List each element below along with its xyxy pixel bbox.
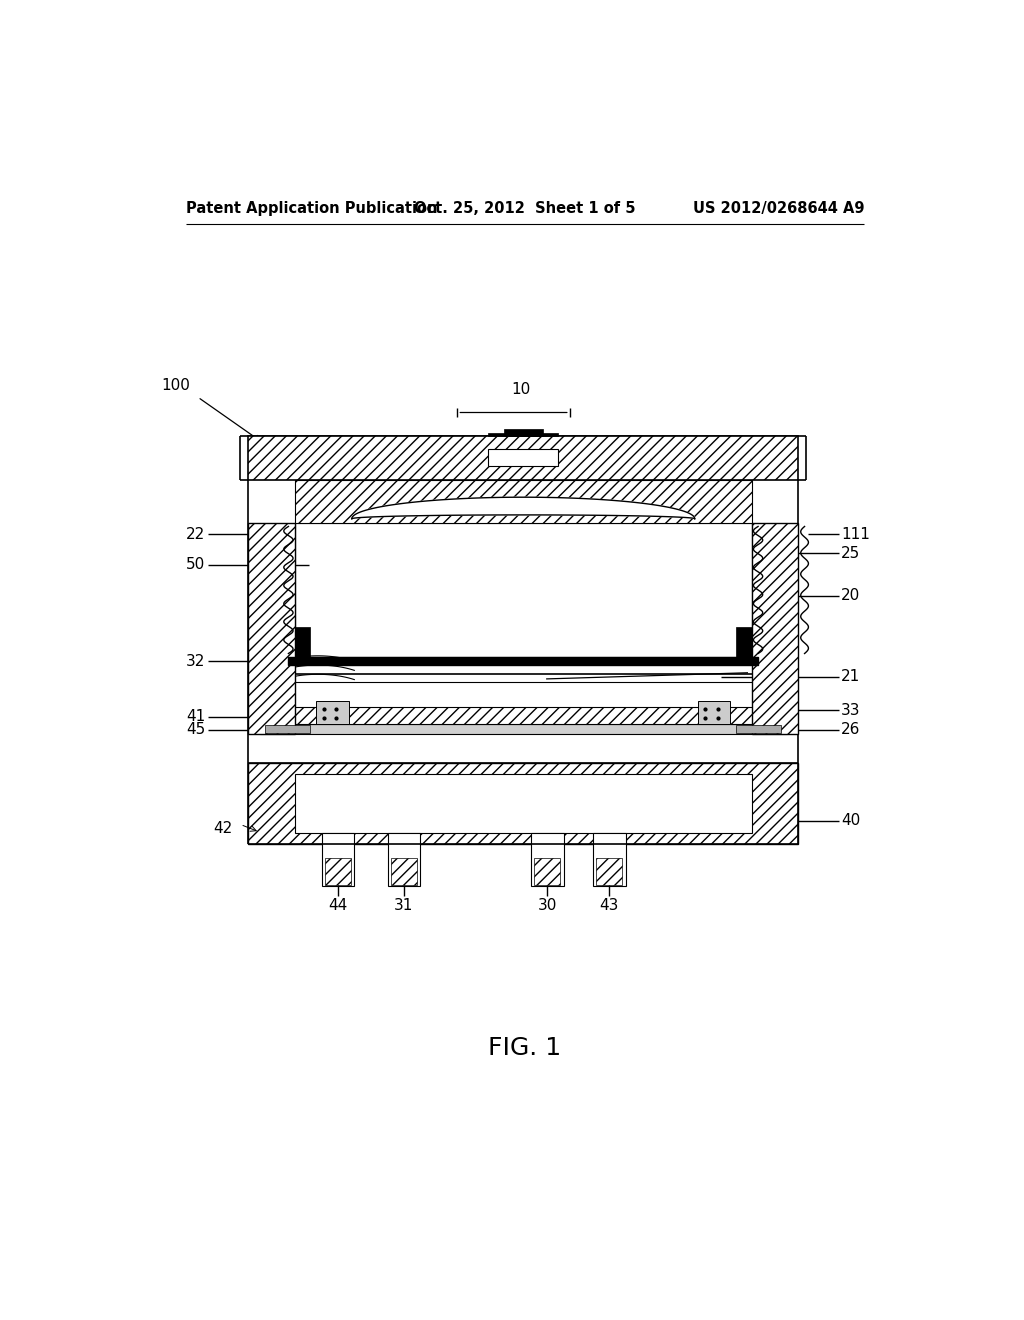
Text: US 2012/0268644 A9: US 2012/0268644 A9 (693, 201, 864, 216)
Bar (504, 429, 543, 436)
Text: 10: 10 (511, 381, 530, 397)
Text: FIG. 1: FIG. 1 (488, 1036, 561, 1060)
Bar (291, 708, 756, 725)
Bar (388, 833, 420, 886)
Bar (752, 523, 799, 734)
Bar (295, 523, 752, 657)
Bar (248, 436, 799, 480)
Text: 31: 31 (394, 898, 414, 912)
Text: 50: 50 (186, 557, 206, 573)
Text: Patent Application Publication: Patent Application Publication (186, 201, 437, 216)
Bar (295, 774, 752, 833)
Text: 44: 44 (329, 898, 348, 912)
Text: 100: 100 (161, 378, 190, 393)
Bar (596, 858, 623, 884)
Bar (260, 725, 786, 734)
Text: 30: 30 (538, 898, 557, 912)
Bar (295, 480, 752, 523)
Bar (295, 627, 310, 659)
Text: 41: 41 (186, 709, 206, 725)
Bar (248, 523, 295, 734)
Bar (316, 701, 349, 725)
Bar (697, 701, 730, 725)
Text: 42: 42 (213, 821, 232, 836)
Bar (488, 449, 558, 466)
Text: 25: 25 (841, 546, 860, 561)
Text: 12: 12 (434, 440, 454, 454)
Text: 22: 22 (186, 527, 206, 541)
Text: 33: 33 (841, 704, 860, 718)
Bar (289, 657, 758, 665)
Text: 26: 26 (841, 722, 860, 738)
Bar (488, 433, 558, 436)
Text: 111: 111 (841, 527, 869, 541)
Bar (322, 833, 354, 886)
Text: 21: 21 (841, 669, 860, 684)
Text: Oct. 25, 2012  Sheet 1 of 5: Oct. 25, 2012 Sheet 1 of 5 (414, 201, 636, 216)
Polygon shape (352, 498, 694, 519)
Text: 11: 11 (578, 440, 597, 454)
Bar (265, 725, 310, 733)
Bar (248, 763, 799, 843)
Bar (391, 858, 417, 884)
Bar (295, 665, 752, 708)
Bar (325, 858, 351, 884)
Text: 40: 40 (841, 813, 860, 828)
Bar (531, 833, 563, 886)
Bar (736, 627, 752, 659)
Text: 45: 45 (186, 722, 206, 738)
Text: 43: 43 (600, 898, 618, 912)
Text: 32: 32 (186, 653, 206, 669)
Bar (535, 858, 560, 884)
Bar (593, 833, 626, 886)
Bar (736, 725, 781, 733)
Text: 20: 20 (841, 589, 860, 603)
